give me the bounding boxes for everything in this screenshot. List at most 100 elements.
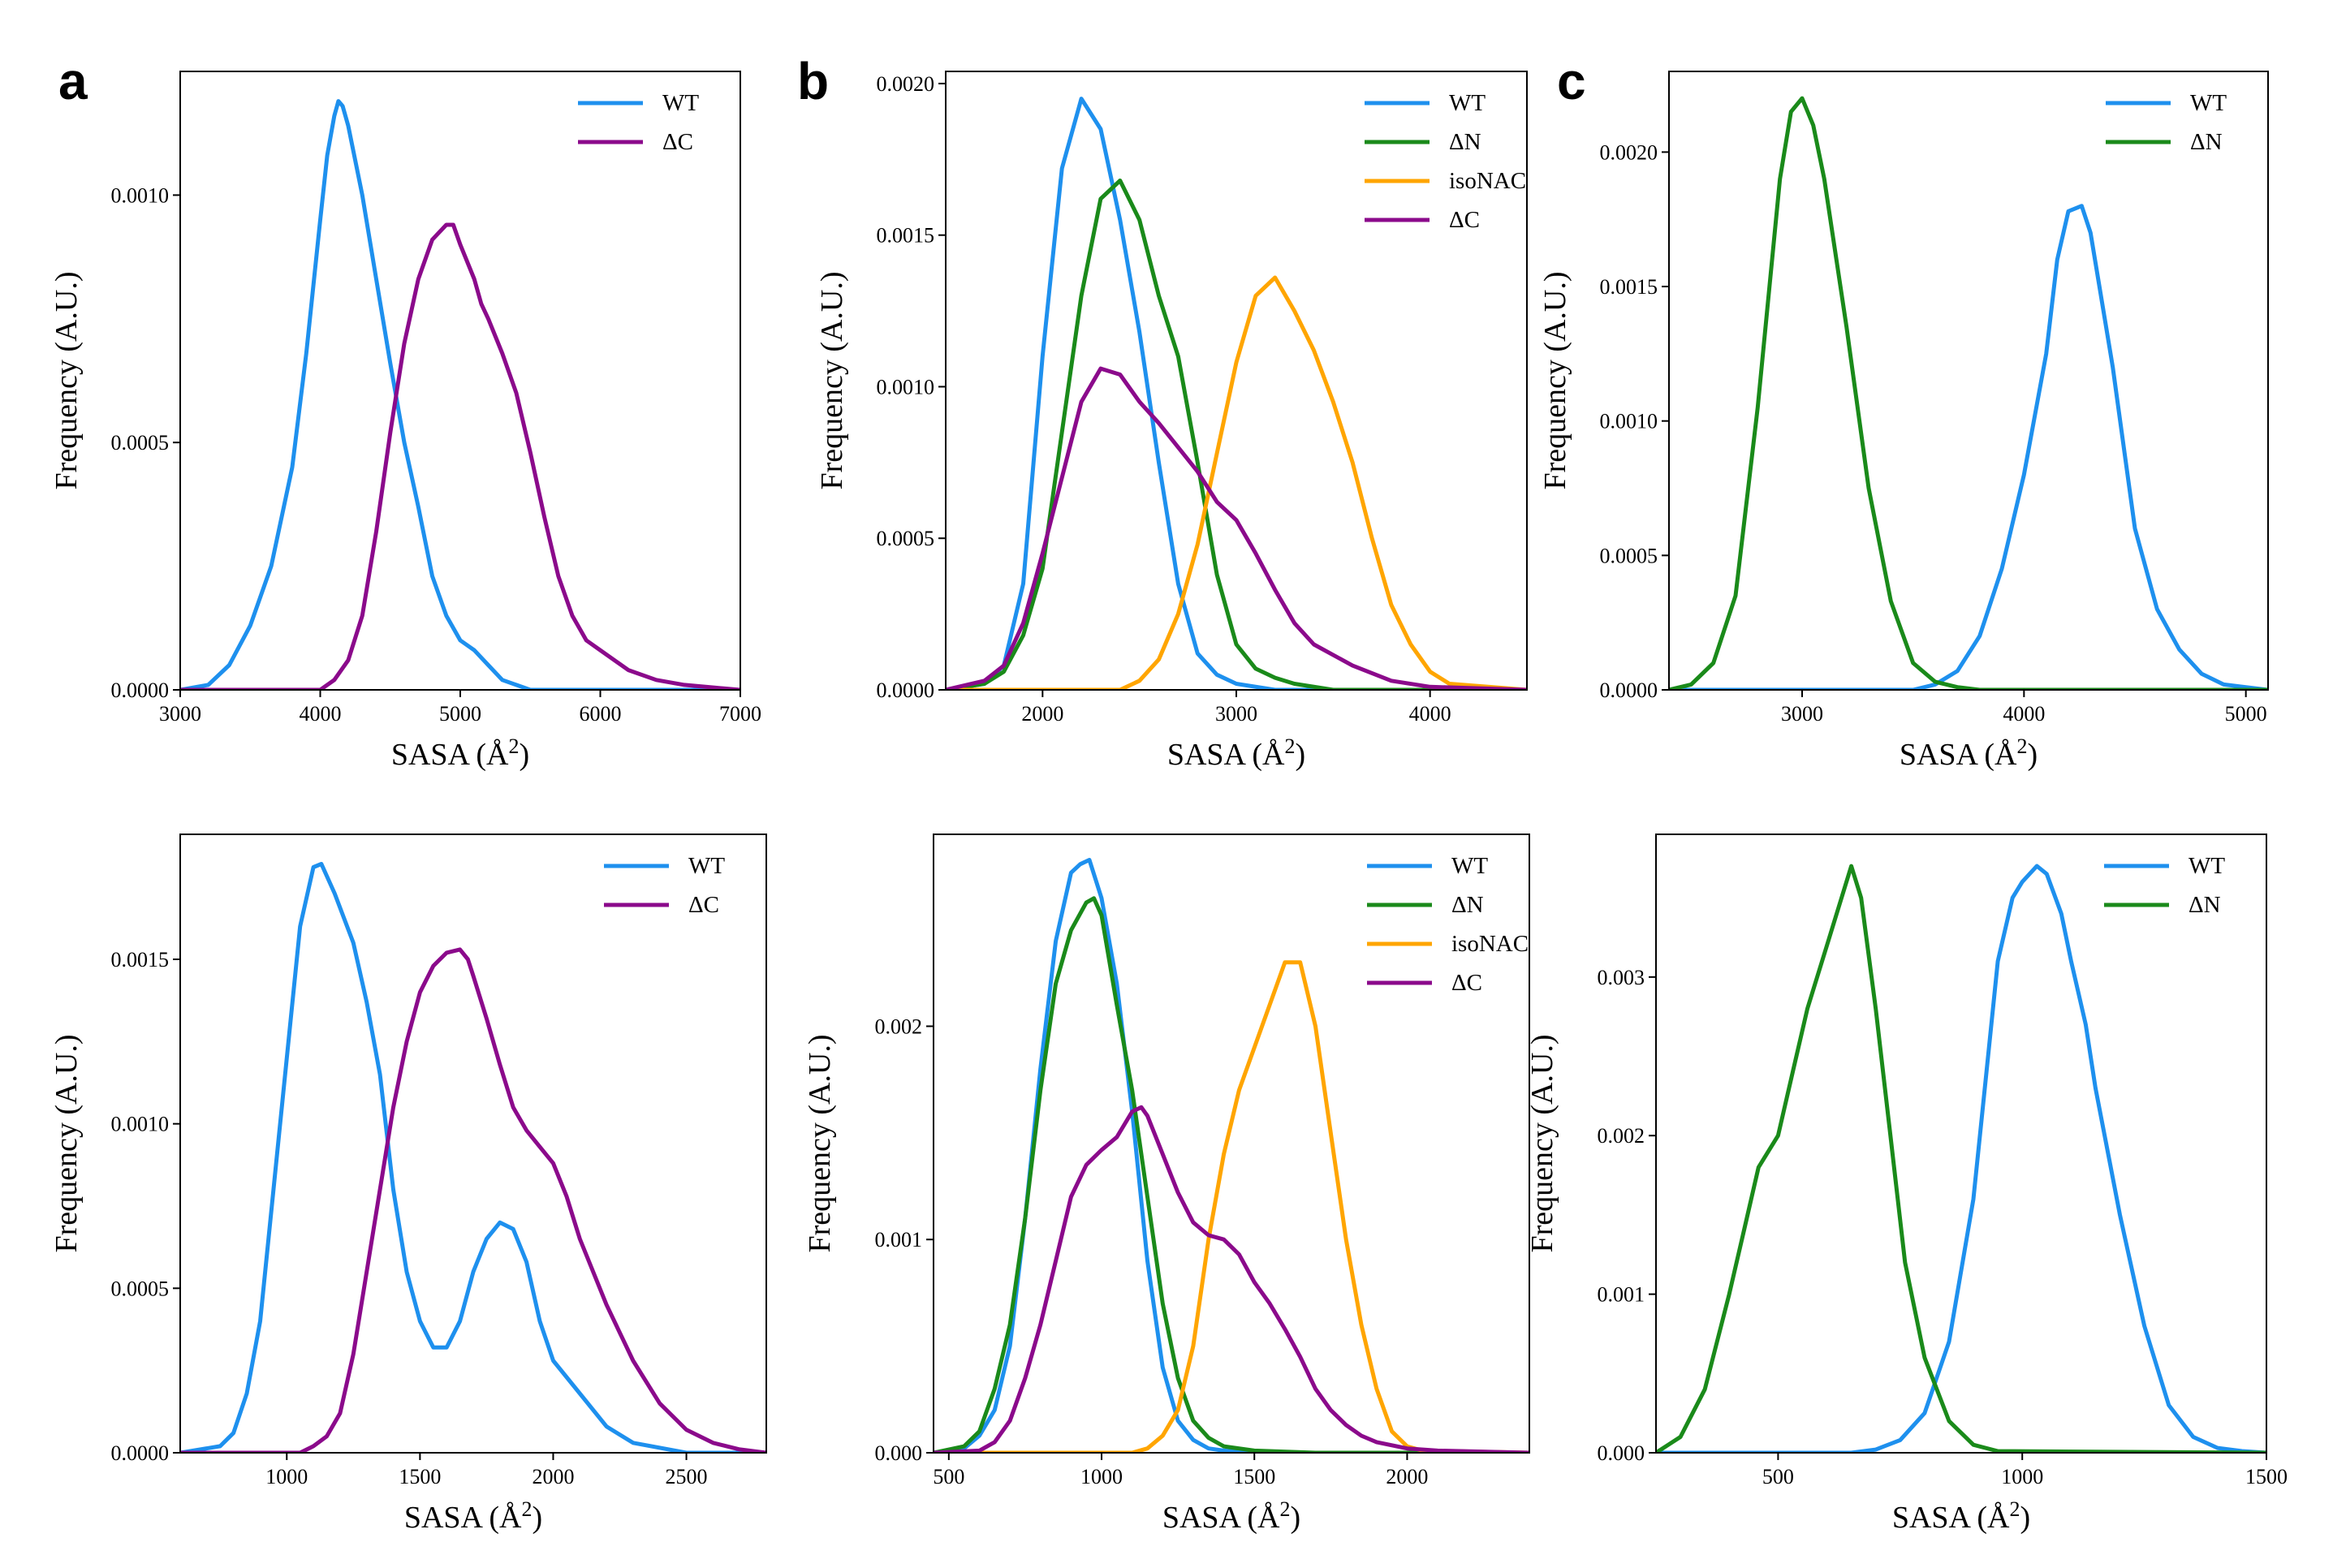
x-tick-label-a-bottom-1: 1500 [399,1465,441,1488]
y-tick-label-b-top-3: 0.0015 [877,224,935,248]
series-line-a-top-WT [180,99,740,690]
y-axis-title-a-top: Frequency (A.U.) [50,271,84,489]
series-line-a-top-dC [180,222,740,690]
y-axis-title-c-top: Frequency (A.U.) [1538,271,1572,489]
y-tick-label-b-top-0: 0.0000 [877,678,935,702]
chart-a-top: 3000 4000 5000 6000 7000 0.0000 0.0005 0.0010 SA… [50,71,761,772]
series-line-b-top-dN [946,179,1527,690]
x-axis-title-a-bottom: SASA (Å2) [404,1497,542,1536]
y-tick-label-a-bottom-3: 0.0015 [111,948,170,971]
y-tick-label-b-top-4: 0.0020 [877,72,935,96]
legend-label-b-bottom-dN: ΔN [1451,892,1484,918]
series-line-b-bottom-isoNAC [934,960,1529,1453]
x-tick-label-a-bottom-3: 2500 [666,1465,708,1488]
x-tick-label-a-top-1: 4000 [300,702,342,726]
x-tick-label-b-bottom-3: 2000 [1386,1465,1428,1488]
series-line-b-bottom-dC [934,1105,1529,1453]
series-line-c-top-WT [1669,204,2268,690]
panel-letter-b: b [797,52,829,110]
y-tick-label-c-bottom-2: 0.002 [1598,1124,1645,1148]
series-line-b-bottom-WT [934,858,1529,1453]
y-tick-label-a-top-1: 0.0005 [111,431,170,454]
x-tick-label-a-top-4: 7000 [719,702,761,726]
legend-label-b-bottom-WT: WT [1451,853,1488,879]
series-line-a-bottom-WT [180,862,766,1453]
plot-frame-c-bottom [1655,834,2267,1454]
y-tick-label-b-bottom-1: 0.001 [875,1228,923,1251]
x-axis-title-b-bottom: SASA (Å2) [1162,1497,1300,1536]
y-tick-label-c-top-0: 0.0000 [1600,678,1658,702]
x-tick-label-a-top-3: 6000 [580,702,622,726]
x-tick-label-b-bottom-1: 1000 [1080,1465,1123,1488]
plot-frame-a-top [179,71,741,691]
series-line-b-top-isoNAC [946,275,1527,690]
y-tick-label-c-top-2: 0.0010 [1600,410,1658,433]
x-axis-title-c-bottom: SASA (Å2) [1892,1497,2030,1536]
x-tick-label-c-bottom-0: 500 [1762,1465,1794,1488]
x-tick-label-c-top-1: 4000 [2003,702,2045,726]
y-tick-label-a-bottom-0: 0.0000 [111,1441,170,1465]
plot-frame-c-top [1668,71,2269,691]
y-tick-label-b-bottom-2: 0.002 [875,1014,923,1038]
legend-label-c-bottom-WT: WT [2189,853,2225,879]
x-tick-label-c-bottom-1: 1000 [2001,1465,2043,1488]
legend-label-a-bottom-WT: WT [688,853,725,879]
plot-frame-a-bottom [179,834,767,1454]
legend-label-b-bottom-isoNAC: isoNAC [1451,931,1529,957]
legend-label-a-bottom-dC: ΔC [688,892,719,918]
y-tick-label-a-top-2: 0.0010 [111,183,170,207]
x-tick-label-c-top-0: 3000 [1781,702,1823,726]
x-tick-label-a-top-0: 3000 [159,702,201,726]
x-tick-label-b-bottom-2: 1500 [1233,1465,1275,1488]
y-tick-label-c-bottom-0: 0.000 [1598,1441,1645,1465]
y-axis-title-b-top: Frequency (A.U.) [815,271,849,489]
series-line-b-top-dC [946,366,1527,690]
plot-frame-b-bottom [933,834,1530,1454]
y-tick-label-c-top-1: 0.0005 [1600,544,1658,567]
series-line-b-bottom-dN [934,896,1529,1453]
legend-label-b-top-WT: WT [1449,90,1486,116]
y-tick-label-b-top-2: 0.0010 [877,375,935,398]
chart-c-top: 3000 4000 5000 0.0000 0.0005 0.0010 0.0015 0.00… [1538,71,2269,773]
x-tick-label-a-top-2: 5000 [439,702,481,726]
y-axis-title-c-bottom: Frequency (A.U.) [1525,1034,1559,1252]
y-tick-label-a-bottom-1: 0.0005 [111,1277,170,1300]
panel-letter-a: a [58,52,88,110]
series-line-c-top-dN [1669,96,2268,690]
y-tick-label-c-bottom-1: 0.001 [1598,1283,1645,1307]
x-tick-label-c-top-2: 5000 [2225,702,2267,726]
y-tick-label-b-bottom-0: 0.000 [875,1441,923,1465]
y-tick-label-c-top-3: 0.0015 [1600,275,1658,299]
chart-c-bottom: 500 1000 1500 0.000 0.001 0.002 0.003 SASA (Å2)… [1525,834,2288,1535]
chart-a-bottom: 1000 1500 2000 2500 0.0000 0.0005 0.0010 0.0015… [50,834,767,1536]
y-tick-label-a-bottom-2: 0.0010 [111,1113,170,1136]
legend-label-c-bottom-dN: ΔN [2189,892,2221,918]
legend-label-c-top-dN: ΔN [2190,129,2223,155]
x-axis-title-b-top: SASA (Å2) [1167,734,1305,773]
y-tick-label-b-top-1: 0.0005 [877,527,935,550]
legend-label-a-top-dC: ΔC [662,129,693,155]
legend-label-b-top-isoNAC: isoNAC [1449,168,1526,194]
x-axis-title-c-top: SASA (Å2) [1900,734,2038,773]
y-tick-label-c-top-4: 0.0020 [1600,140,1658,164]
x-tick-label-b-top-2: 4000 [1409,702,1451,726]
x-tick-label-a-bottom-2: 2000 [532,1465,574,1488]
legend-label-b-top-dC: ΔC [1449,207,1480,233]
legend-label-c-top-WT: WT [2190,90,2227,116]
chart-b-bottom: 500 1000 1500 2000 0.000 0.001 0.002 SASA (Å2) F… [803,834,1530,1536]
series-line-c-bottom-dN [1656,864,2266,1453]
y-axis-title-b-bottom: Frequency (A.U.) [803,1034,837,1252]
x-tick-label-b-bottom-0: 500 [933,1465,964,1488]
legend-label-a-top-WT: WT [662,90,699,116]
x-axis-title-a-top: SASA (Å2) [391,734,529,773]
series-line-a-bottom-dC [180,947,766,1453]
legend-label-b-bottom-dC: ΔC [1451,970,1482,996]
series-line-c-bottom-WT [1656,864,2266,1453]
legend-label-b-top-dN: ΔN [1449,129,1481,155]
panel-letter-c: c [1557,52,1586,110]
y-tick-label-a-top-0: 0.0000 [111,678,170,702]
x-tick-label-a-bottom-0: 1000 [265,1465,308,1488]
x-tick-label-c-bottom-2: 1500 [2245,1465,2288,1488]
chart-b-top: 2000 3000 4000 0.0000 0.0005 0.0010 0.0015 0.00… [815,71,1528,773]
